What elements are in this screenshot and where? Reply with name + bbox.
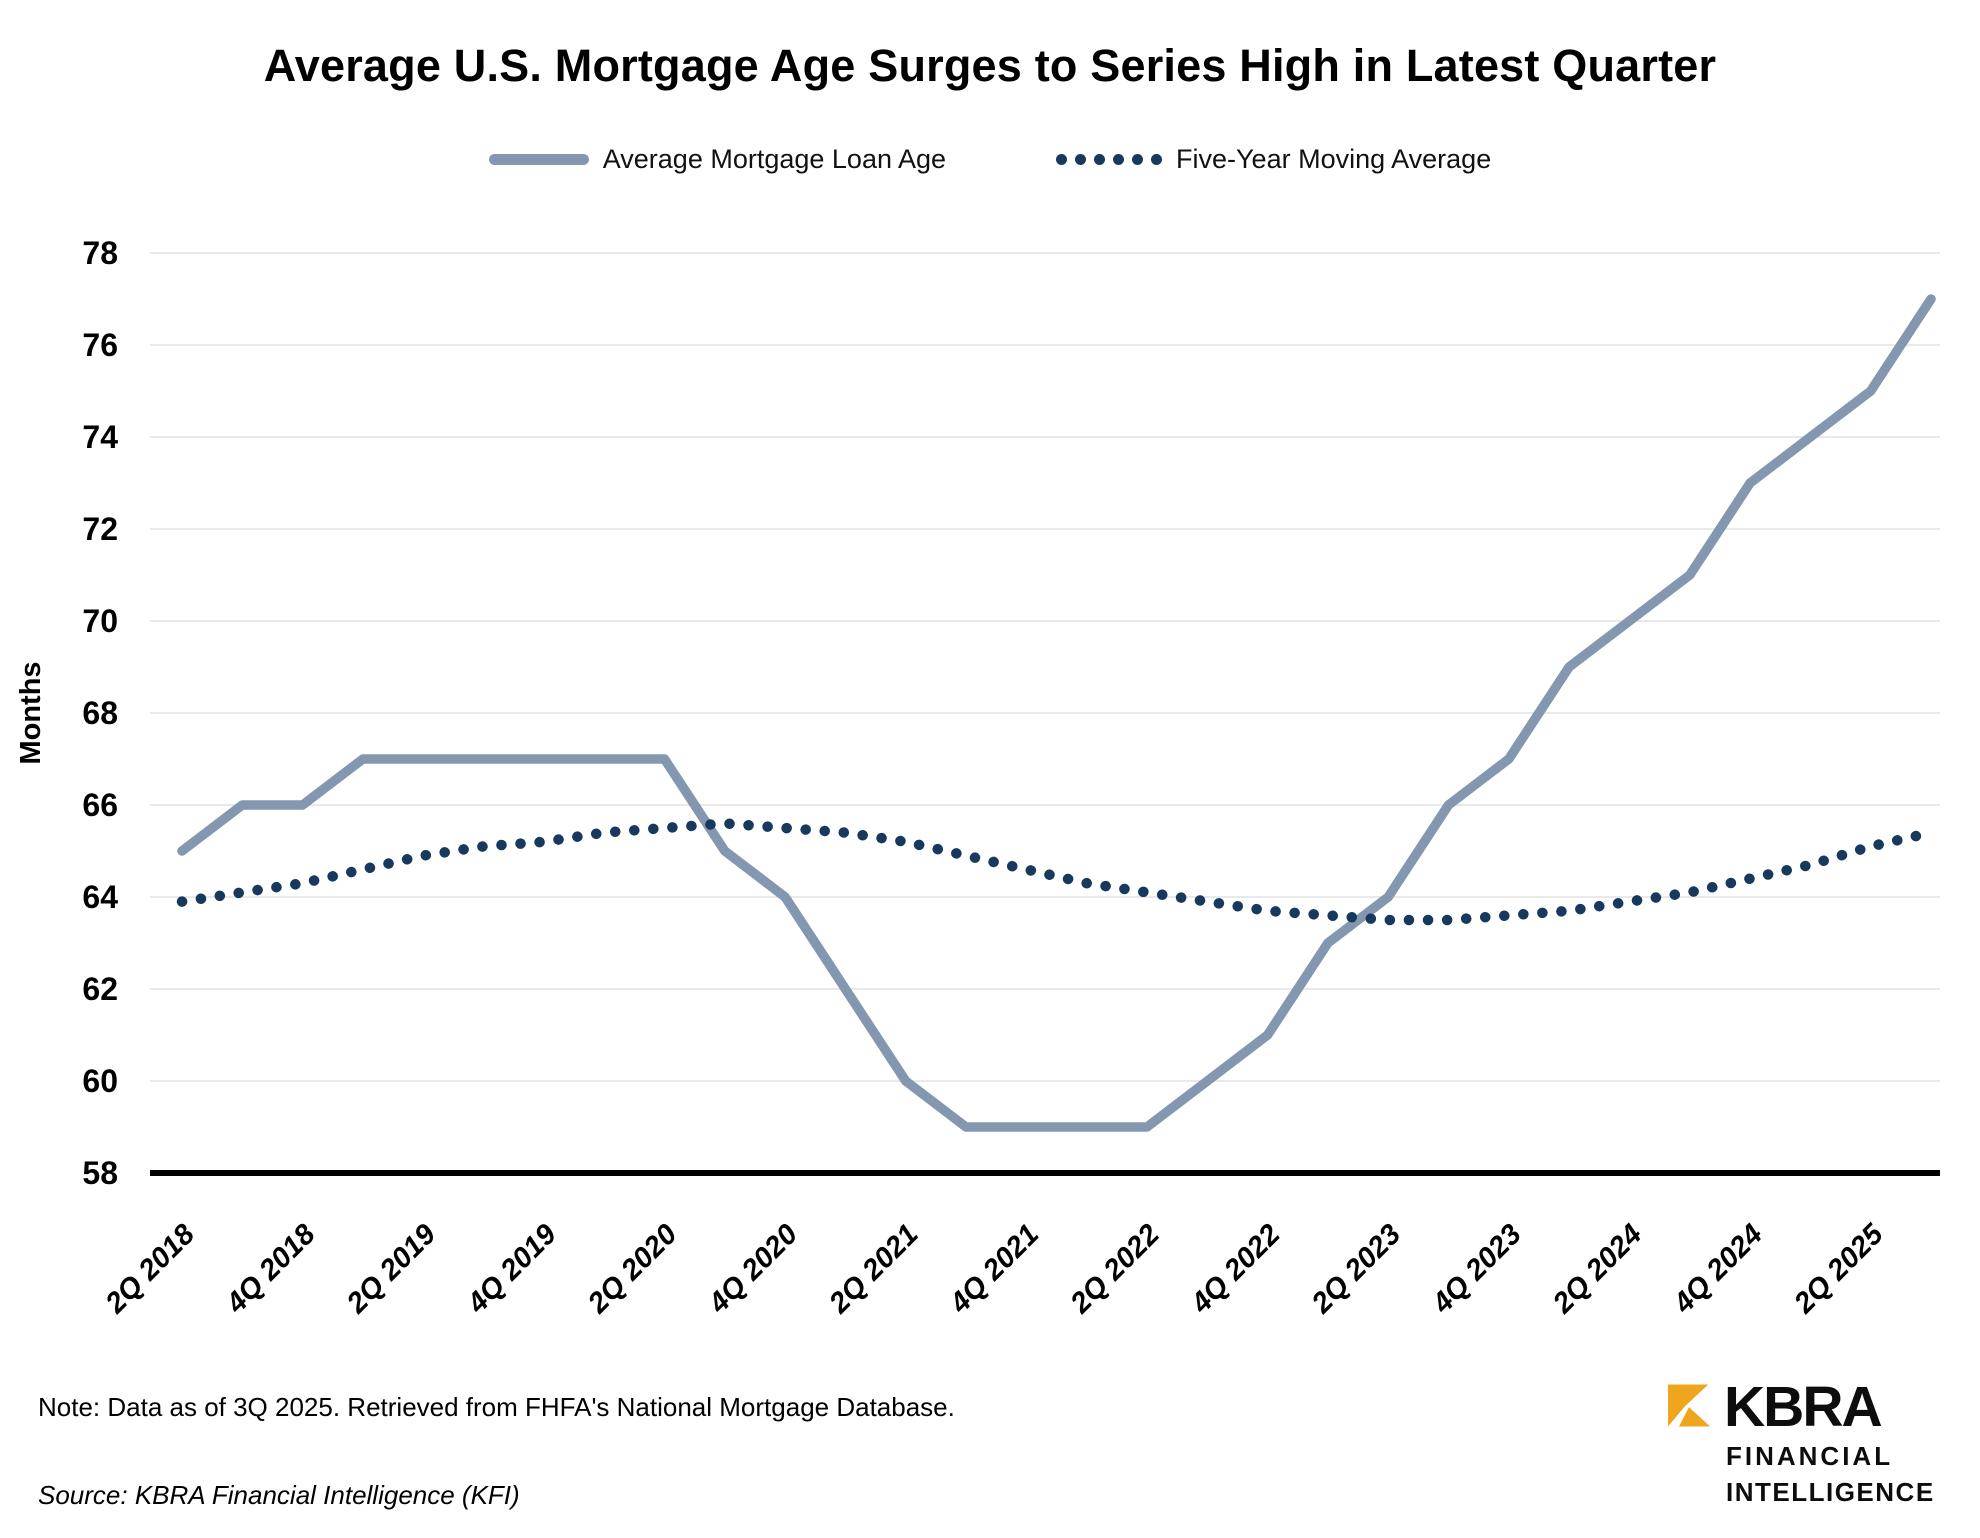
x-tick-label: 4Q 2019 — [461, 1218, 563, 1320]
kbra-logo-line2: INTELLIGENCE — [1726, 1477, 1935, 1507]
y-tick-label: 72 — [82, 511, 118, 547]
y-tick-label: 74 — [82, 419, 118, 455]
kbra-logo: KBRA FINANCIAL INTELLIGENCE — [1668, 1375, 1980, 1508]
y-tick-label: 58 — [82, 1155, 118, 1191]
x-tick-label: 2Q 2020 — [581, 1218, 683, 1320]
x-tick-label: 4Q 2021 — [943, 1218, 1045, 1320]
solid-line-swatch-icon — [488, 154, 589, 165]
chart-legend: Average Mortgage Loan Age Five-Year Movi… — [0, 144, 1980, 175]
kbra-logo-icon — [1668, 1384, 1710, 1427]
series-line-average-mortgage-loan-age — [177, 294, 1936, 1132]
x-tick-label: 4Q 2022 — [1185, 1218, 1287, 1320]
x-tick-label: 2Q 2025 — [1788, 1218, 1891, 1321]
series-line-five-year-moving-average — [176, 818, 1937, 926]
y-tick-label: 76 — [82, 327, 118, 363]
y-tick-label: 70 — [82, 603, 118, 639]
x-tick-label: 4Q 2023 — [1426, 1218, 1528, 1320]
legend-item-average-mortgage-loan-age: Average Mortgage Loan Age — [488, 144, 947, 175]
x-tick-label: 4Q 2020 — [702, 1218, 804, 1320]
y-tick-label: 68 — [82, 695, 118, 731]
legend-label: Five-Year Moving Average — [1176, 144, 1492, 174]
legend-label: Average Mortgage Loan Age — [602, 144, 947, 174]
x-tick-label: 4Q 2018 — [220, 1218, 323, 1321]
line-chart: 58 60 62 64 66 68 70 72 74 76 78 Months 2Q 2018 4Q 20… — [0, 190, 1980, 1350]
x-tick-label: 2Q 2024 — [1546, 1218, 1648, 1320]
kbra-logo-line1: FINANCIAL — [1726, 1441, 1894, 1471]
y-axis-label: Months — [15, 661, 47, 764]
source-note: Source: KBRA Financial Intelligence (KFI… — [38, 1480, 520, 1510]
y-tick-label: 78 — [82, 235, 118, 271]
dotted-line-swatch-icon — [1056, 154, 1163, 165]
x-tick-label: 4Q 2024 — [1667, 1218, 1769, 1320]
x-tick-label: 2Q 2021 — [823, 1218, 925, 1320]
y-tick-label: 66 — [82, 787, 118, 823]
x-tick-label: 2Q 2023 — [1305, 1218, 1407, 1320]
chart-title: Average U.S. Mortgage Age Surges to Seri… — [263, 40, 1717, 91]
y-tick-label: 62 — [82, 971, 118, 1007]
y-tick-label: 60 — [82, 1063, 118, 1099]
footnote: Note: Data as of 3Q 2025. Retrieved from… — [38, 1392, 955, 1422]
y-tick-label: 64 — [82, 879, 118, 915]
x-tick-label: 2Q 2019 — [340, 1218, 442, 1320]
legend-item-five-year-moving-average: Five-Year Moving Average — [1056, 144, 1491, 175]
kbra-logo-brand: KBRA — [1724, 1375, 1883, 1439]
x-tick-label: 2Q 2018 — [99, 1218, 202, 1321]
x-tick-label: 2Q 2022 — [1064, 1218, 1166, 1320]
